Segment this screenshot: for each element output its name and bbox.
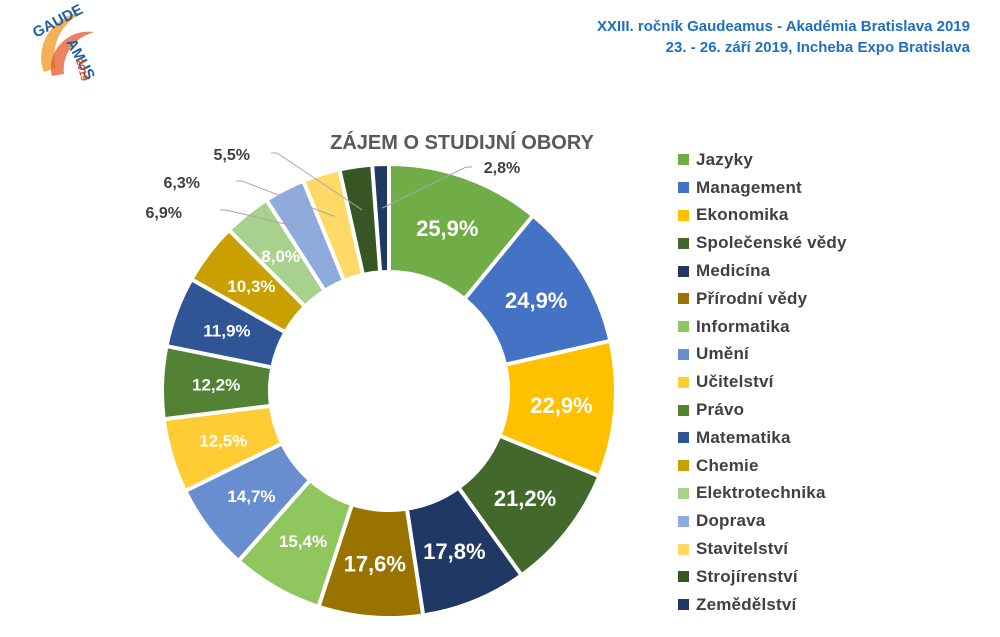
- legend-label: Matematika: [696, 427, 791, 447]
- data-label-medicina: 17,8%: [423, 539, 485, 564]
- legend-item-elektrotechnika: Elektrotechnika: [678, 480, 847, 508]
- legend-item-matematika: Matematika: [678, 424, 847, 452]
- legend-swatch: [678, 293, 689, 305]
- legend-swatch: [678, 237, 689, 249]
- slice-matematika: [166, 279, 286, 368]
- chart-title: ZÁJEM O STUDIJNÍ OBORY: [330, 131, 594, 154]
- legend-swatch: [678, 154, 689, 166]
- legend-label: Management: [696, 177, 802, 197]
- legend-label: Učitelství: [696, 372, 774, 392]
- leader-line-doprava: [220, 209, 305, 230]
- slice-ekonomika: [499, 340, 616, 477]
- legend-swatch: [678, 432, 689, 444]
- legend-label: Doprava: [696, 511, 766, 531]
- slice-ucitelstvi: [163, 405, 283, 492]
- slice-chemie: [191, 230, 306, 333]
- legend-swatch: [678, 348, 689, 360]
- legend-swatch: [678, 209, 689, 221]
- data-label-stavitelstvi: 6,3%: [164, 175, 200, 192]
- event-dates: 23. - 26. září 2019, Incheba Expo Bratis…: [665, 39, 970, 56]
- slice-informatika: [238, 480, 353, 607]
- legend-swatch: [678, 265, 689, 277]
- slice-elektrotechnika: [228, 199, 325, 307]
- legend-swatch: [678, 543, 689, 555]
- legend-item-stavitelstvi: Stavitelství: [678, 535, 847, 563]
- legend-item-pravo: Právo: [678, 396, 847, 424]
- slice-zemedelstvi: [372, 163, 389, 273]
- legend-swatch: [678, 182, 689, 194]
- legend-swatch: [678, 376, 689, 388]
- slice-strojirenstvi: [339, 164, 381, 275]
- legend-label: Zemědělství: [696, 594, 797, 614]
- slice-jazyky: [389, 163, 534, 300]
- data-label-ekonomika: 22,9%: [530, 393, 592, 418]
- legend-label: Strojírenství: [696, 566, 798, 586]
- legend-label: Elektrotechnika: [696, 483, 826, 503]
- legend-item-umeni: Umění: [678, 341, 847, 369]
- gaudeamus-logo: GAUDE AMUS 2019: [22, 1, 122, 88]
- legend-swatch: [678, 321, 689, 333]
- legend-item-medicina: Medicína: [678, 257, 847, 285]
- legend-label: Společenské vědy: [696, 233, 847, 253]
- data-label-zemedelstvi: 2,8%: [484, 160, 520, 177]
- data-label-ucitelstvi: 12,5%: [199, 432, 247, 451]
- legend-item-informatika: Informatika: [678, 313, 847, 341]
- data-label-spolecenske-vedy: 21,2%: [494, 486, 556, 511]
- legend-item-jazyky: Jazyky: [678, 146, 847, 174]
- legend-swatch: [678, 599, 689, 611]
- chart-legend: Jazyky Management Ekonomika Společenské věd…: [678, 146, 847, 619]
- legend-label: Chemie: [696, 455, 759, 475]
- slice-pravo: [162, 346, 273, 420]
- legend-label: Ekonomika: [696, 205, 789, 225]
- data-label-doprava: 6,9%: [146, 205, 182, 222]
- data-label-jazyky: 25,9%: [416, 216, 478, 241]
- slice-stavitelstvi: [303, 169, 364, 281]
- slice-medicina: [406, 487, 522, 616]
- slice-doprava: [266, 180, 345, 291]
- legend-item-strojirenstvi: Strojírenství: [678, 563, 847, 591]
- slice-management: [464, 215, 611, 365]
- data-label-chemie: 10,3%: [227, 277, 275, 296]
- data-label-strojirenstvi: 5,5%: [214, 147, 250, 164]
- legend-label: Jazyky: [696, 149, 753, 169]
- leader-line-strojirenstvi: [271, 152, 363, 211]
- slice-umeni: [185, 443, 311, 562]
- slice-prirodni-vedy: [318, 504, 424, 618]
- data-label-matematika: 11,9%: [203, 322, 250, 341]
- data-label-prirodni-vedy: 17,6%: [344, 551, 406, 576]
- slice-spolecenske-vedy: [458, 435, 600, 576]
- legend-label: Informatika: [696, 316, 790, 336]
- legend-swatch: [678, 515, 689, 527]
- event-title: XXIII. ročník Gaudeamus - Akadémia Brati…: [597, 18, 970, 35]
- legend-swatch: [678, 571, 689, 583]
- legend-item-doprava: Doprava: [678, 507, 847, 535]
- leader-line-stavitelstvi: [236, 180, 335, 217]
- legend-label: Medicína: [696, 261, 771, 281]
- event-header: XXIII. ročník Gaudeamus - Akadémia Brati…: [597, 16, 970, 58]
- legend-item-chemie: Chemie: [678, 452, 847, 480]
- legend-swatch: [678, 487, 689, 499]
- legend-item-spolecenske-vedy: Společenské vědy: [678, 229, 847, 257]
- leader-line-zemedelstvi: [381, 166, 472, 209]
- legend-item-ekonomika: Ekonomika: [678, 202, 847, 230]
- legend-item-ucitelstvi: Učitelství: [678, 368, 847, 396]
- data-label-elektrotechnika: 8,0%: [261, 247, 300, 266]
- legend-swatch: [678, 460, 689, 472]
- legend-item-management: Management: [678, 174, 847, 202]
- legend-label: Právo: [696, 400, 745, 420]
- legend-item-zemedelstvi: Zemědělství: [678, 591, 847, 619]
- data-label-informatika: 15,4%: [279, 532, 327, 551]
- data-label-pravo: 12,2%: [192, 376, 240, 395]
- data-label-umeni: 14,7%: [227, 487, 275, 506]
- legend-swatch: [678, 404, 689, 416]
- legend-label: Přírodní vědy: [696, 288, 808, 308]
- data-label-management: 24,9%: [505, 288, 567, 313]
- legend-label: Umění: [696, 344, 749, 364]
- legend-item-prirodni-vedy: Přírodní vědy: [678, 285, 847, 313]
- legend-label: Stavitelství: [696, 539, 789, 559]
